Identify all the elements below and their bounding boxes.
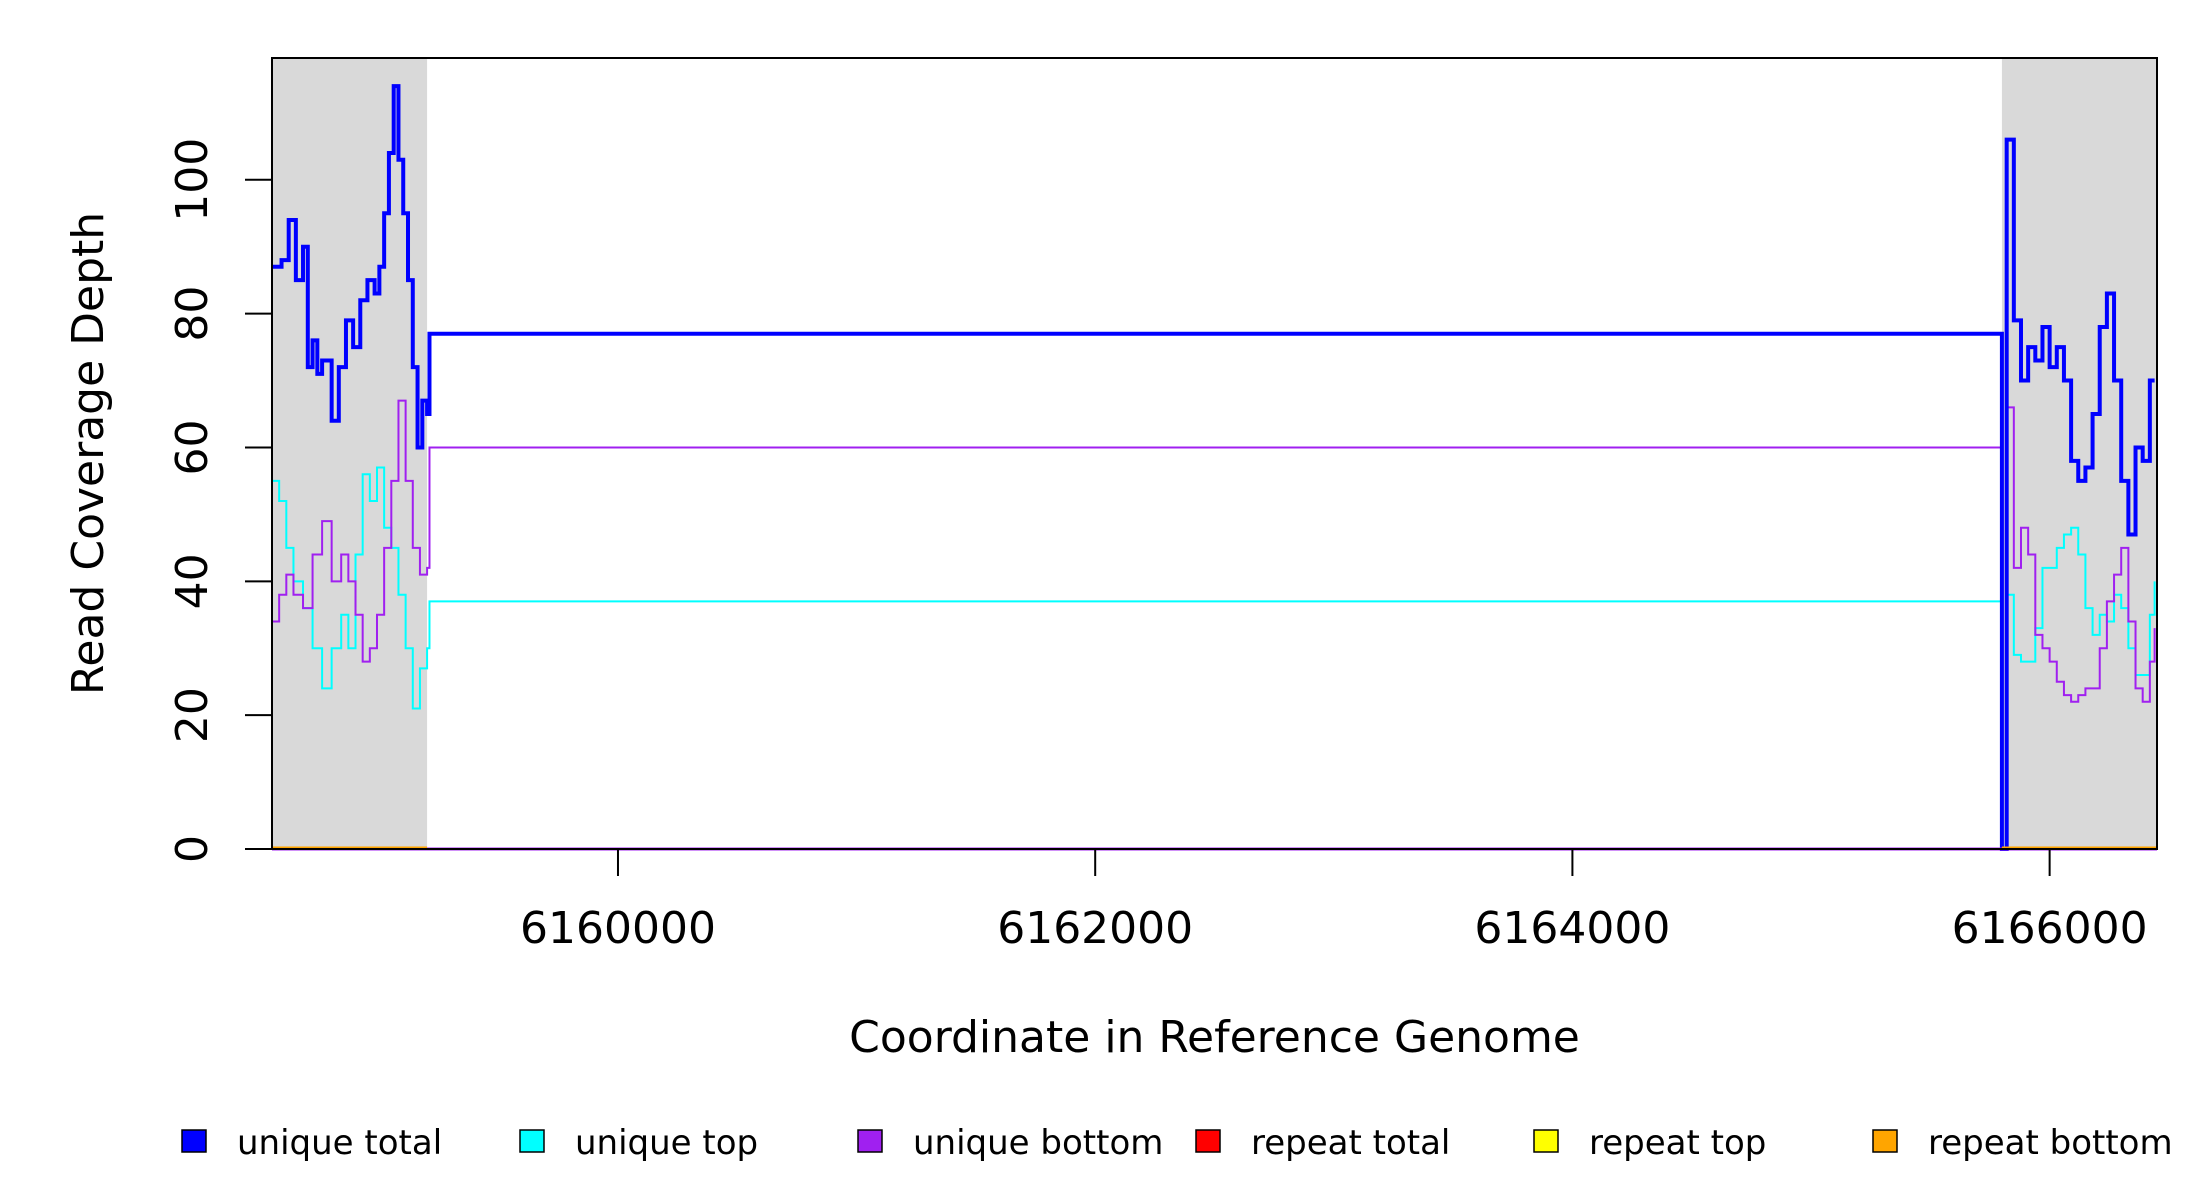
y-tick-label: 80 bbox=[167, 286, 218, 342]
x-tick-label: 6160000 bbox=[520, 903, 716, 954]
legend-label-unique-total: unique total bbox=[237, 1123, 442, 1163]
legend-swatch-repeat-top bbox=[1533, 1129, 1559, 1153]
legend-label-repeat-bottom: repeat bottom bbox=[1928, 1123, 2173, 1163]
legend-label-repeat-total: repeat total bbox=[1251, 1123, 1450, 1163]
series-unique-total bbox=[272, 84, 2155, 851]
x-axis-title: Coordinate in Reference Genome bbox=[849, 1012, 1580, 1063]
y-tick-label: 0 bbox=[167, 835, 218, 863]
x-tick-label: 6162000 bbox=[997, 903, 1193, 954]
shaded-regions bbox=[272, 58, 2157, 849]
legend-swatch-unique-bottom bbox=[857, 1129, 883, 1153]
y-tick-label: 100 bbox=[167, 138, 218, 222]
legend-label-repeat-top: repeat top bbox=[1589, 1123, 1766, 1163]
y-axis-title: Read Coverage Depth bbox=[63, 212, 114, 695]
legend-label-unique-top: unique top bbox=[575, 1123, 758, 1163]
y-tick-label: 60 bbox=[167, 419, 218, 475]
legend-swatch-repeat-total bbox=[1195, 1129, 1221, 1153]
y-tick-label: 20 bbox=[167, 687, 218, 743]
x-tick-label: 6166000 bbox=[1952, 903, 2148, 954]
shaded-region-2 bbox=[2001, 58, 2157, 849]
series-unique-bottom bbox=[272, 399, 2156, 850]
series-lines bbox=[272, 84, 2157, 851]
plot-frame bbox=[271, 57, 2158, 850]
x-tick-label: 6164000 bbox=[1474, 903, 1670, 954]
legend-swatch-repeat-bottom bbox=[1872, 1129, 1898, 1153]
legend: unique total unique top unique bottom repea… bbox=[181, 1123, 2173, 1163]
series-unique-top bbox=[272, 466, 2156, 850]
axes: 6160000 6162000 6164000 6166000 0 20 40 60 80 100 bbox=[167, 138, 2148, 954]
legend-swatch-unique-total bbox=[181, 1129, 207, 1153]
legend-swatch-unique-top bbox=[519, 1129, 545, 1153]
legend-label-unique-bottom: unique bottom bbox=[913, 1123, 1163, 1163]
y-tick-label: 40 bbox=[167, 553, 218, 609]
